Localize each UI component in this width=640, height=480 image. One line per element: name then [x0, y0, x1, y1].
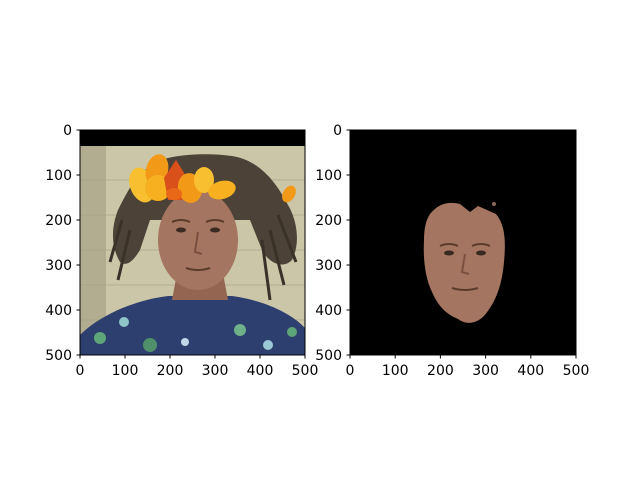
right-x-tick-label: 500 [563, 363, 590, 379]
leaf-crown [129, 154, 236, 203]
right-x-tick-label: 400 [517, 363, 544, 379]
right-image-panel [350, 130, 576, 355]
hair-strands [108, 214, 298, 301]
right-y-tick-label: 300 [315, 258, 342, 274]
left-x-tick-label: 100 [112, 363, 139, 379]
right-x-tick-label: 300 [472, 363, 499, 379]
left-x-tick-label: 0 [76, 363, 85, 379]
facial-features [171, 219, 225, 271]
right-y-tick-label: 500 [315, 348, 342, 364]
left-y-tick-label: 500 [45, 348, 72, 364]
right-axes-frame [349, 129, 577, 356]
right-y-tick-label: 0 [333, 123, 342, 139]
left-x-tick-label: 400 [247, 363, 274, 379]
left-y-tick-label: 400 [45, 303, 72, 319]
shirt [80, 296, 305, 355]
segmented-speck [492, 202, 496, 206]
top-black-band [80, 130, 305, 146]
right-y-tick-label: 400 [315, 303, 342, 319]
left-image-panel [80, 130, 305, 355]
left-x-tick-label: 300 [202, 363, 229, 379]
falling-leaf [282, 185, 296, 203]
left-y-tick-label: 100 [45, 168, 72, 184]
right-y-tick-label: 200 [315, 213, 342, 229]
right-x-tick-label: 100 [382, 363, 409, 379]
shirt-pattern [94, 317, 297, 352]
left-axes-frame [79, 129, 306, 356]
right-x-tick-label: 0 [346, 363, 355, 379]
right-y-tick-label: 100 [315, 168, 342, 184]
left-y-tick-label: 300 [45, 258, 72, 274]
right-x-tick-label: 200 [427, 363, 454, 379]
left-x-tick-label: 200 [157, 363, 184, 379]
left-y-tick-label: 200 [45, 213, 72, 229]
face [158, 190, 238, 290]
segmented-face-features [439, 243, 491, 291]
left-y-tick-label: 0 [63, 123, 72, 139]
left-x-tick-label: 500 [292, 363, 319, 379]
